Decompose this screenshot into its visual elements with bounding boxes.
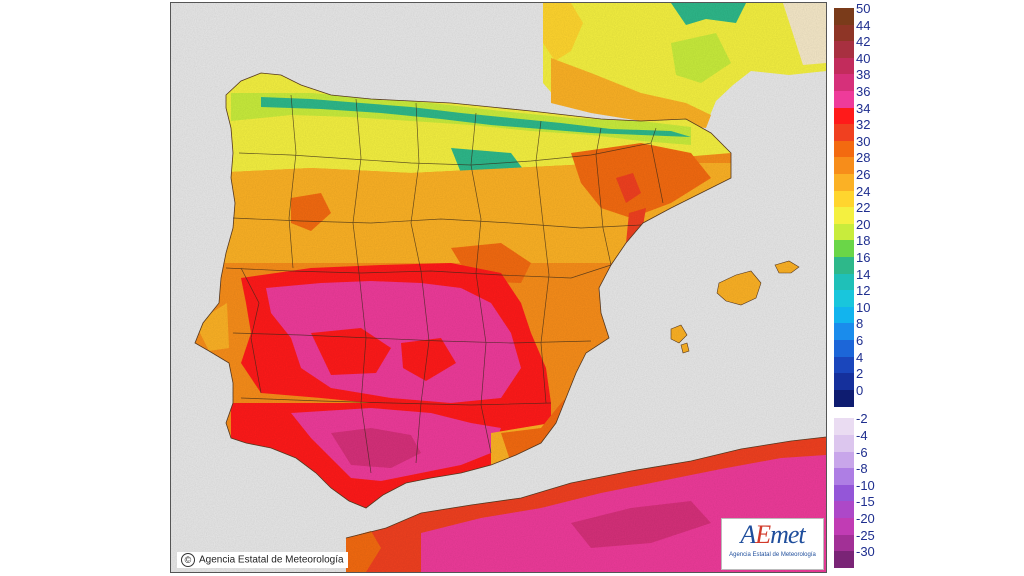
legend-label: 28	[856, 150, 871, 166]
legend-swatch	[834, 451, 854, 469]
legend-label: -20	[856, 511, 875, 526]
legend-label: -25	[856, 527, 875, 543]
legend-label: 40	[856, 50, 871, 66]
legend-label: 30	[856, 133, 871, 149]
legend-label: 50	[856, 1, 871, 16]
legend-label: -4	[856, 428, 868, 443]
legend-swatch	[834, 534, 854, 552]
legend-label: 18	[856, 233, 871, 249]
legend-label: 32	[856, 117, 871, 133]
legend-label: 38	[856, 67, 871, 83]
map-canvas	[171, 3, 826, 572]
legend-swatch	[834, 157, 854, 175]
legend-swatch	[834, 373, 854, 391]
legend-label: 2	[856, 366, 864, 382]
temperature-legend: 50 44 42 40 38 36 34 32 30 28 26 24 22 20 18 16 14 12 10 8 6…	[832, 2, 892, 576]
legend-swatch	[834, 240, 854, 258]
map-texture	[171, 3, 826, 572]
legend-swatch	[834, 223, 854, 241]
aemet-logo: AEmet Agencia Estatal de Meteorología	[721, 518, 824, 570]
legend-label: -8	[856, 461, 868, 477]
legend-label: -10	[856, 477, 875, 493]
legend-swatch	[834, 418, 854, 436]
aemet-logo-subtitle: Agencia Estatal de Meteorología	[729, 552, 816, 558]
legend-swatch	[834, 41, 854, 59]
legend-swatch	[834, 74, 854, 92]
legend-swatch	[834, 323, 854, 341]
legend-swatch	[834, 91, 854, 109]
legend-label: 24	[856, 183, 871, 199]
legend-label: 12	[856, 283, 871, 299]
copyright-text: Agencia Estatal de Meteorología	[199, 554, 344, 566]
legend-swatch	[834, 24, 854, 42]
legend-swatch	[834, 356, 854, 374]
legend-swatch	[834, 306, 854, 324]
legend-swatch	[834, 8, 854, 26]
aemet-logo-mark: AEmet	[740, 520, 805, 549]
legend-swatch	[834, 190, 854, 208]
temperature-map: © Agencia Estatal de Meteorología AEmet A…	[170, 2, 827, 573]
legend-swatch	[834, 107, 854, 125]
legend-label: 44	[856, 17, 871, 33]
copyright-notice: © Agencia Estatal de Meteorología	[177, 552, 348, 568]
legend-swatch	[834, 57, 854, 75]
legend-label: 34	[856, 100, 871, 116]
legend-label: -6	[856, 444, 868, 460]
legend-label: 16	[856, 250, 871, 265]
legend-label: 36	[856, 84, 871, 99]
legend-label: -2	[856, 411, 868, 427]
legend-label: 6	[856, 333, 864, 348]
legend-swatch	[834, 207, 854, 225]
legend-label: 0	[856, 382, 864, 398]
legend-swatch	[834, 389, 854, 407]
legend-swatch	[834, 340, 854, 358]
legend-swatch	[834, 140, 854, 158]
legend-label: 10	[856, 299, 871, 315]
legend-label: -30	[856, 544, 875, 560]
legend-swatch	[834, 551, 854, 569]
legend-label: 22	[856, 200, 871, 216]
legend-label: 8	[856, 316, 864, 332]
legend-label: 20	[856, 216, 871, 232]
legend-swatch	[834, 501, 854, 519]
legend-label: 42	[856, 34, 871, 50]
legend-label: 4	[856, 349, 864, 365]
legend-label: 26	[856, 167, 871, 182]
legend-swatch	[834, 518, 854, 536]
legend-swatch	[834, 435, 854, 453]
legend-swatch	[834, 484, 854, 502]
legend-swatch	[834, 273, 854, 291]
legend-swatch	[834, 468, 854, 486]
legend-swatch	[834, 124, 854, 142]
legend-swatch	[834, 174, 854, 192]
legend-swatch	[834, 257, 854, 275]
copyright-icon: ©	[181, 553, 195, 567]
legend-label: -15	[856, 494, 875, 510]
legend-label: 14	[856, 266, 871, 282]
legend-swatch	[834, 290, 854, 308]
